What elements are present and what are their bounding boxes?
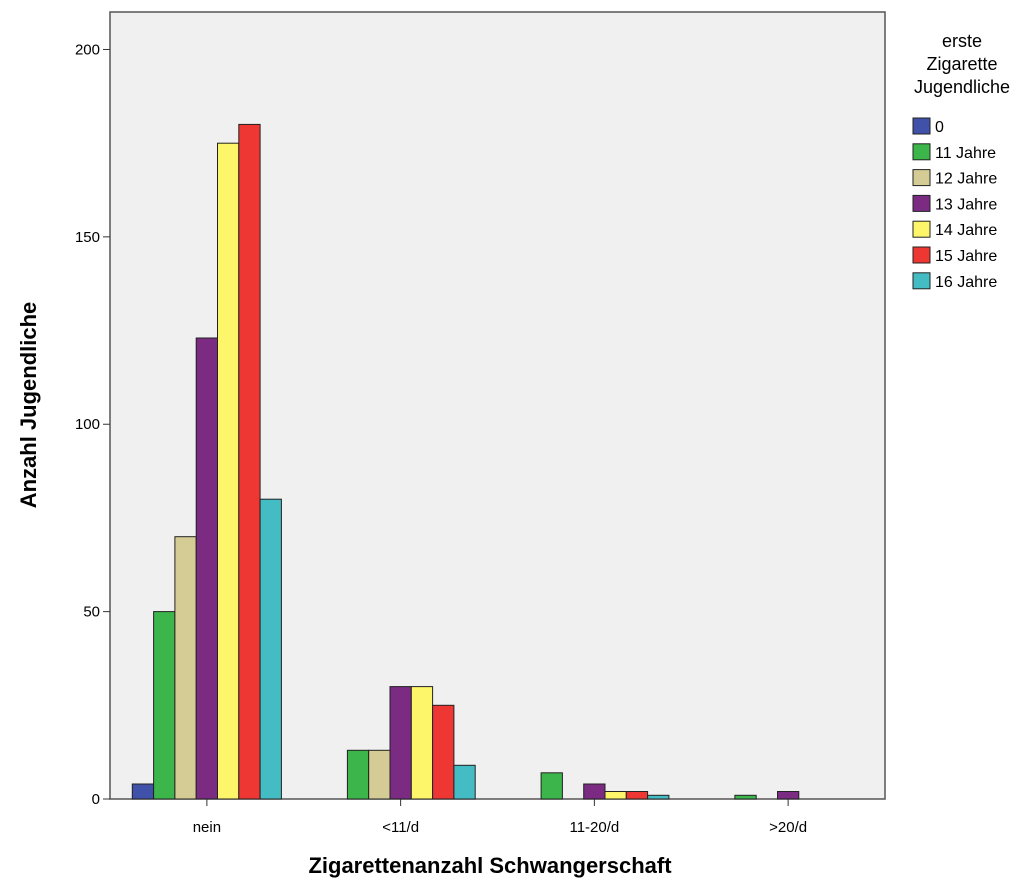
y-tick-label: 0 [92, 791, 100, 808]
bar [389, 686, 412, 800]
legend-title-line-3: Jugendliche [914, 77, 1010, 97]
legend-label: 0 [935, 119, 944, 136]
bar [195, 337, 218, 800]
x-tick-label: 11-20/d [569, 819, 619, 836]
x-axis-title: Zigarettenanzahl Schwangerschaft [308, 853, 672, 878]
bar [647, 794, 670, 800]
x-tick-label: nein [193, 819, 221, 836]
legend-title-line-1: erste [942, 31, 982, 51]
y-tick-label: 150 [75, 229, 100, 246]
y-tick-label: 200 [75, 41, 100, 58]
legend: erste Zigarette Jugendliche 0 11 Jahre 12 … [912, 31, 1010, 291]
legend-swatch [912, 220, 931, 238]
y-axis-title: Anzahl Jugendliche [16, 302, 41, 509]
legend-swatch [912, 169, 931, 187]
bar [174, 536, 197, 800]
legend-label: 15 Jahre [935, 248, 997, 265]
y-axis: 0 50 100 150 200 [75, 41, 110, 808]
legend-title-line-2: Zigarette [926, 54, 997, 74]
x-axis: nein <11/d 11-20/d >20/d [193, 799, 807, 836]
bar [346, 749, 370, 800]
legend-label: 12 Jahre [935, 171, 997, 188]
legend-swatch [912, 272, 931, 290]
legend-swatch [912, 194, 931, 212]
legend-label: 14 Jahre [935, 222, 997, 239]
y-tick-label: 50 [83, 604, 100, 621]
bar [625, 791, 649, 800]
y-tick-label: 100 [75, 416, 100, 433]
bar [131, 783, 155, 800]
bar [583, 783, 606, 800]
bar [217, 142, 240, 800]
x-tick-label: >20/d [769, 819, 807, 836]
x-tick-label: <11/d [382, 819, 419, 836]
bar [432, 704, 455, 800]
legend-label: 16 Jahre [935, 274, 997, 291]
legend-swatch [912, 143, 931, 161]
bar [153, 611, 176, 800]
legend-swatch [912, 246, 931, 264]
bar [368, 749, 391, 800]
bar [410, 686, 434, 800]
bar [259, 498, 282, 800]
legend-swatch [912, 117, 931, 135]
bar [734, 794, 757, 800]
bar [238, 123, 261, 800]
legend-label: 11 Jahre [935, 145, 996, 162]
bar [453, 764, 476, 800]
bar [540, 772, 563, 800]
bar [604, 791, 627, 800]
legend-label: 13 Jahre [935, 196, 997, 213]
bars-group [131, 123, 800, 800]
bar [777, 791, 800, 800]
